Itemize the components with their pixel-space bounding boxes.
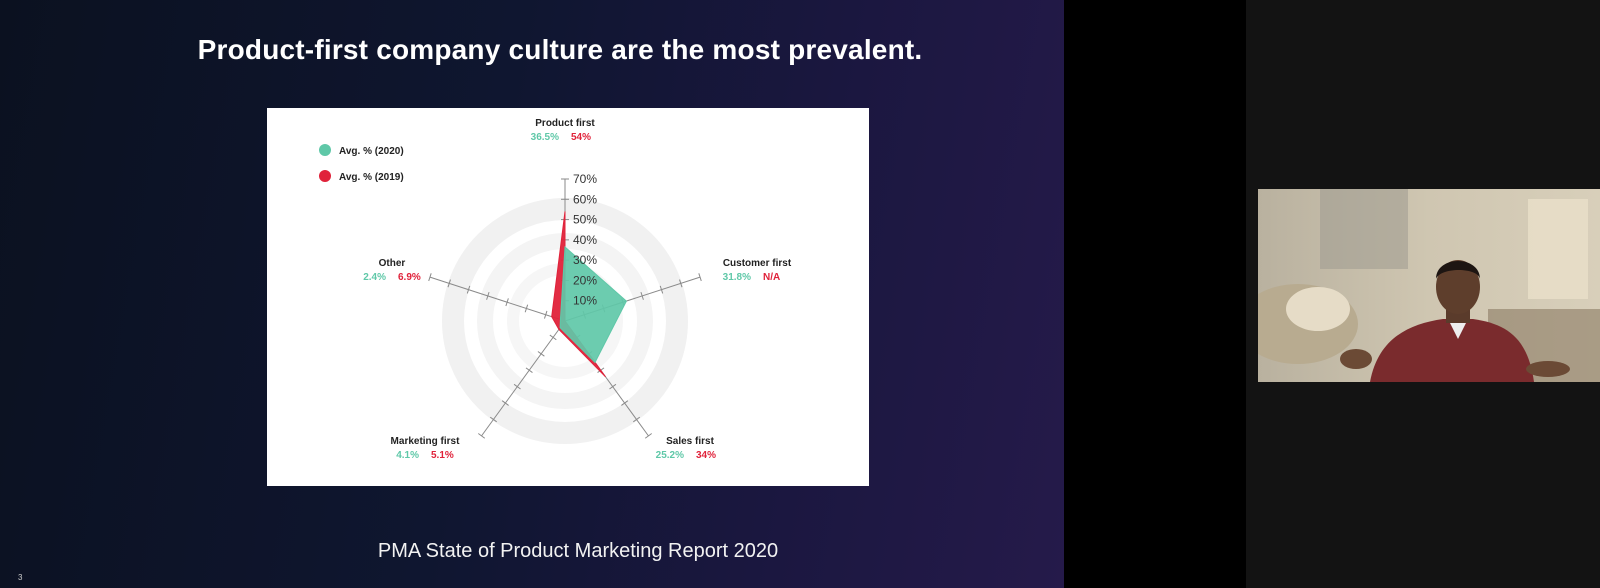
screen-share-gap: [1064, 0, 1246, 588]
axis-tick: [466, 285, 471, 294]
presenter-video-icon: [1258, 189, 1600, 382]
axis-tick: [489, 416, 497, 423]
value-label-2020: 25.2%: [656, 450, 684, 461]
axis-tick: [428, 273, 432, 282]
category-label: Sales first: [666, 436, 714, 447]
radial-tick-label: 20%: [573, 273, 597, 287]
axis-tick: [524, 304, 529, 313]
axis-tick: [478, 433, 486, 439]
axis-tick: [609, 383, 617, 390]
axis-tick: [698, 273, 702, 282]
axis-tick: [537, 351, 545, 357]
radial-tick-label: 40%: [573, 233, 597, 247]
axis-tick: [501, 400, 509, 406]
slide-title: Product-first company culture are the mo…: [197, 34, 923, 65]
radar-chart-card: 70% 60% 50% 40% 30% 20% 10% Product first 36.5%…: [267, 108, 869, 486]
value-label-2019: 6.9%: [398, 272, 421, 283]
axis-tick: [543, 310, 548, 319]
axis-tick: [633, 416, 641, 423]
axis-tick: [505, 298, 509, 307]
axis-tick: [679, 279, 683, 288]
radial-tick-label: 50%: [573, 213, 597, 227]
presenter-video[interactable]: [1258, 189, 1600, 382]
category-label: Other: [379, 258, 406, 269]
slide-number: 3: [18, 573, 23, 582]
axis-tick: [447, 279, 451, 288]
radial-tick-label: 70%: [573, 172, 597, 186]
axis-tick: [513, 383, 521, 390]
legend-label: Avg. % (2019): [339, 172, 404, 183]
axis-tick: [659, 285, 664, 294]
category-label: Marketing first: [391, 436, 461, 447]
value-label-2019: 34%: [696, 450, 716, 461]
value-label-2020: 4.1%: [396, 450, 419, 461]
radar-axis: [481, 320, 566, 437]
radar-chart: 70% 60% 50% 40% 30% 20% 10% Product first 36.5%…: [319, 118, 792, 461]
slide-caption: PMA State of Product Marketing Report 20…: [377, 540, 779, 562]
axis-tick: [549, 334, 557, 341]
radial-tick-label: 30%: [573, 253, 597, 267]
category-label: Product first: [535, 118, 595, 129]
axis-tick: [640, 291, 644, 300]
category-label: Customer first: [723, 258, 792, 269]
value-label-2020: 2.4%: [363, 272, 386, 283]
presentation-slide: Product-first company culture are the mo…: [0, 0, 1064, 588]
axis-tick: [525, 367, 533, 373]
value-label-2019: 54%: [571, 132, 591, 143]
series-2020-area: [559, 245, 628, 364]
legend-label: Avg. % (2020): [339, 146, 404, 157]
value-label-2019: 5.1%: [431, 450, 454, 461]
radar-axis: [429, 276, 566, 322]
axis-tick: [621, 400, 629, 406]
value-label-2019: N/A: [763, 272, 780, 283]
radial-tick-label: 10%: [573, 294, 597, 308]
legend-swatch: [319, 170, 331, 182]
value-label-2020: 36.5%: [531, 132, 559, 143]
axis-tick: [644, 433, 652, 439]
radial-tick-label: 60%: [573, 192, 597, 206]
axis-tick: [486, 291, 490, 300]
value-label-2020: 31.8%: [723, 272, 751, 283]
legend-swatch: [319, 144, 331, 156]
